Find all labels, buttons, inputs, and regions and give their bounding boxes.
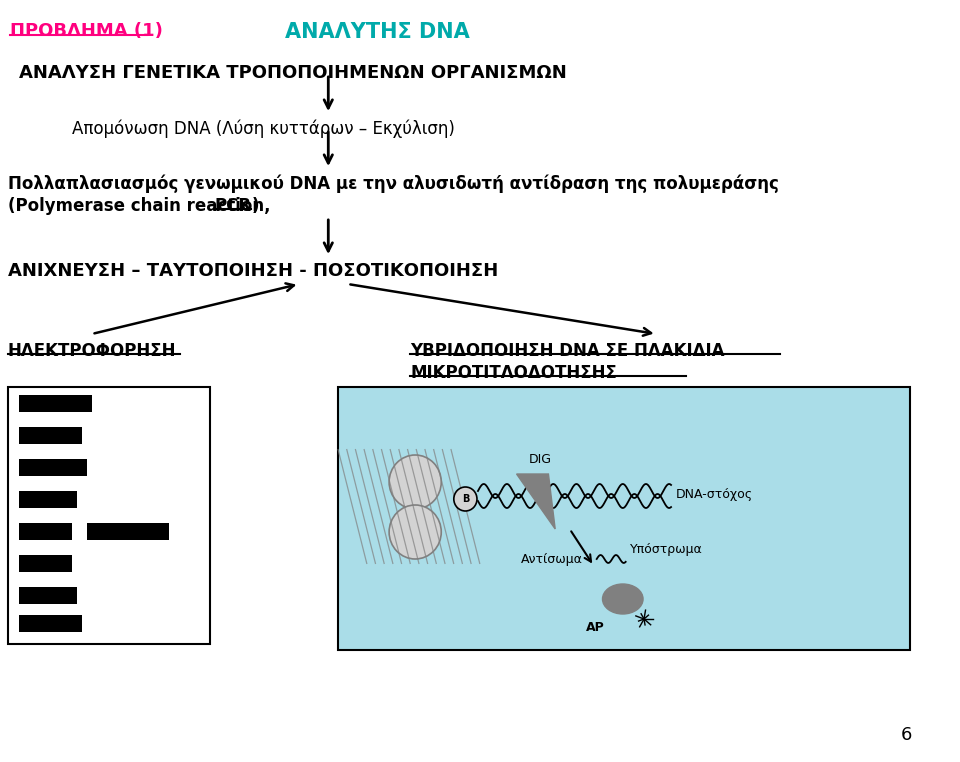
Bar	[338, 387, 909, 650]
Text: ΥΒΡΙΔΟΠΟΙΗΣΗ DNA ΣΕ ΠΛΑΚΙΔΙΑ: ΥΒΡΙΔΟΠΟΙΗΣΗ DNA ΣΕ ΠΛΑΚΙΔΙΑ	[410, 342, 725, 360]
Ellipse shape	[603, 584, 643, 614]
Text: (Polymerase chain reaction,: (Polymerase chain reaction,	[8, 197, 281, 215]
Text: PCR: PCR	[214, 197, 252, 215]
Text: Αντίσωμα: Αντίσωμα	[521, 552, 584, 565]
Text: 6: 6	[901, 726, 912, 744]
Bar	[19, 587, 77, 604]
Text: ΗΛΕΚΤΡΟΦΟΡΗΣΗ: ΗΛΕΚΤΡΟΦΟΡΗΣΗ	[8, 342, 177, 360]
Text: ΑΝΙΧΝΕΥΣΗ – ΤΑΥΤΟΠΟΙΗΣΗ - ΠΟΣΟΤΙΚΟΠΟΙΗΣΗ: ΑΝΙΧΝΕΥΣΗ – ΤΑΥΤΟΠΟΙΗΣΗ - ΠΟΣΟΤΙΚΟΠΟΙΗΣΗ	[8, 262, 498, 280]
Text: AP: AP	[587, 621, 605, 634]
Text: ΠΡΟΒΛΗΜΑ (1): ΠΡΟΒΛΗΜΑ (1)	[10, 22, 162, 40]
Text: B: B	[462, 494, 469, 504]
Text: ΑΝΑΛΥΤΗΣ DNA: ΑΝΑΛΥΤΗΣ DNA	[285, 22, 469, 42]
Bar	[19, 395, 92, 412]
Bar	[19, 523, 72, 540]
Text: DNA-στόχος: DNA-στόχος	[676, 488, 753, 501]
Bar	[19, 427, 82, 444]
Bar	[19, 555, 72, 572]
Bar	[19, 491, 77, 508]
Circle shape	[454, 487, 477, 511]
Bar	[87, 523, 169, 540]
Text: ): )	[252, 197, 259, 215]
Text: ΜΙΚΡΟΤΙΤΛΟΔΟΤΗΣΗΣ: ΜΙΚΡΟΤΙΤΛΟΔΟΤΗΣΗΣ	[410, 364, 617, 382]
Circle shape	[389, 505, 442, 559]
Bar	[19, 459, 87, 476]
Text: DIG: DIG	[529, 453, 552, 466]
Text: ΑΝΑΛΥΣΗ ΓΕΝΕΤΙΚΑ ΤΡΟΠΟΠΟΙΗΜΕΝΩΝ ΟΡΓΑΝΙΣΜΩΝ: ΑΝΑΛΥΣΗ ΓΕΝΕΤΙΚΑ ΤΡΟΠΟΠΟΙΗΜΕΝΩΝ ΟΡΓΑΝΙΣΜ…	[19, 64, 567, 82]
Circle shape	[389, 455, 442, 509]
Text: Υπόστρωμα: Υπόστρωμα	[630, 543, 703, 555]
Text: Πολλαπλασιασμός γενωμικού DNA με την αλυσιδωτή αντίδραση της πολυμεράσης: Πολλαπλασιασμός γενωμικού DNA με την αλυ…	[8, 174, 779, 193]
Text: Απομόνωση DNA (Λύση κυττάρων – Εκχύλιση): Απομόνωση DNA (Λύση κυττάρων – Εκχύλιση)	[72, 119, 455, 137]
Polygon shape	[516, 474, 555, 529]
Bar	[8, 387, 210, 644]
Bar	[19, 615, 82, 632]
